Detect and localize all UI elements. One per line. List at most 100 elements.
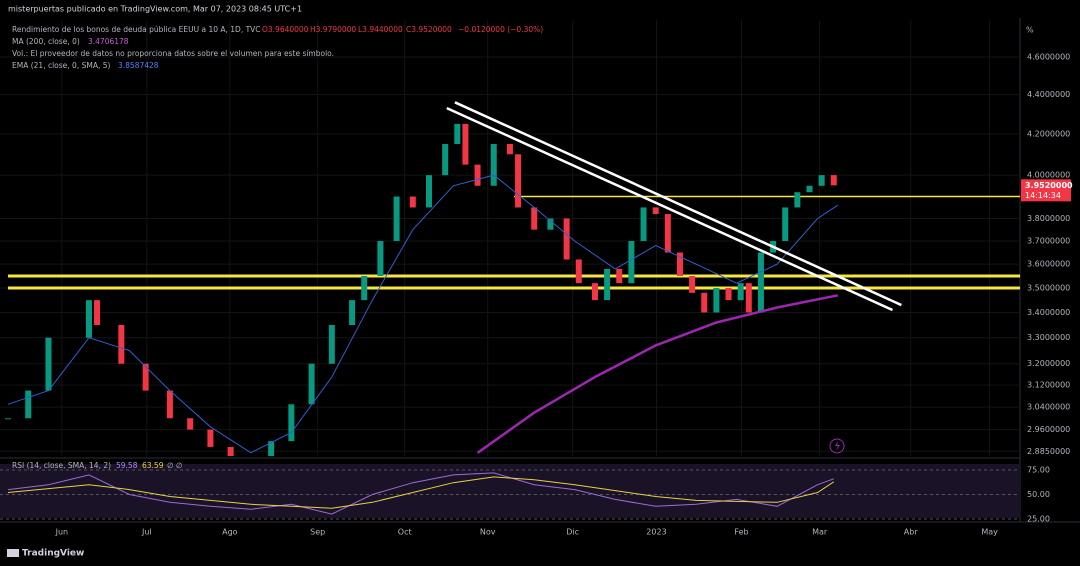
axis-unit: % — [1026, 26, 1034, 35]
candle — [308, 363, 315, 405]
candle — [118, 325, 125, 364]
candle — [794, 192, 801, 208]
rsi-band — [0, 464, 1020, 518]
y-tick-label: 3.7000000 — [1027, 237, 1070, 246]
rsi-tick-label: 75.00 — [1027, 466, 1050, 475]
candle — [490, 144, 497, 186]
rsi-line — [7, 472, 834, 515]
x-tick-label: Jul — [141, 528, 152, 537]
ma-label: MA (200, close, 0) — [12, 37, 80, 46]
main-pane — [0, 20, 1020, 456]
x-tick-label: Nov — [480, 528, 496, 537]
x-tick-label: Feb — [734, 528, 748, 537]
candle — [640, 207, 647, 242]
candle — [506, 144, 513, 155]
rsi-tick-label: 50.00 — [1027, 490, 1050, 499]
candle — [349, 300, 356, 326]
candle — [515, 154, 522, 208]
last-price: 3.9520000 — [1025, 181, 1073, 190]
candle — [591, 283, 598, 301]
candle — [425, 175, 432, 208]
indicator-line — [476, 294, 839, 454]
indicator-line — [7, 174, 839, 454]
candle — [701, 292, 708, 313]
x-tick-label: Jun — [55, 528, 69, 537]
candle — [689, 276, 696, 293]
legend-close: C3.9520000 — [406, 25, 452, 34]
x-tick-label: Sep — [310, 528, 325, 537]
candle — [474, 164, 481, 186]
legend-change: −0.0120000 (−0.30%) — [458, 25, 543, 34]
candle — [531, 207, 538, 230]
x-tick-label: Abr — [904, 528, 919, 537]
footer-brand: TradingView — [22, 549, 84, 559]
candle — [830, 175, 837, 186]
candle — [818, 175, 825, 186]
x-tick-label: Mar — [812, 528, 828, 537]
header-title: misterpuertas publicado en TradingView.c… — [8, 5, 302, 14]
candle — [737, 283, 744, 301]
y-tick-label: 4.4000000 — [1027, 90, 1070, 99]
y-tick-label: 4.6000000 — [1027, 53, 1070, 62]
candle — [25, 390, 32, 419]
y-tick-label: 4.0000000 — [1027, 171, 1070, 180]
ma-value: 3.4706178 — [88, 37, 129, 46]
legend-low: L3.9440000 — [358, 25, 403, 34]
x-tick-label: Dic — [566, 528, 579, 537]
candle — [187, 418, 194, 430]
rsi-signal-line — [7, 476, 835, 509]
ema-value: 3.8587428 — [118, 61, 159, 70]
candle — [547, 218, 554, 230]
candle — [575, 259, 582, 284]
candle — [207, 429, 214, 447]
rsi-value: 59.58 — [116, 461, 138, 470]
trend-line — [446, 107, 894, 312]
last-price-tag — [1021, 179, 1071, 202]
candle — [454, 123, 461, 145]
y-tick-label: 2.8850000 — [1027, 447, 1070, 456]
rsi-label: RSI (14, close, SMA, 14, 2) — [12, 461, 111, 470]
y-tick-label: 3.6000000 — [1027, 260, 1070, 269]
y-tick-label: 3.2000000 — [1027, 359, 1070, 368]
candle — [563, 218, 570, 260]
x-tick-label: 2023 — [646, 528, 666, 537]
candle — [604, 268, 611, 301]
x-tick-label: Oct — [398, 528, 412, 537]
candle — [442, 144, 449, 176]
candle — [328, 325, 335, 364]
countdown: 14:14:34 — [1025, 191, 1061, 200]
candle — [757, 252, 764, 313]
alert-icon[interactable] — [829, 438, 845, 454]
ema-label: EMA (21, close, 0, SMA, 5) — [12, 61, 110, 70]
candle — [806, 185, 813, 193]
y-tick-label: 3.5000000 — [1027, 283, 1070, 292]
candle — [745, 283, 752, 313]
candle — [462, 123, 469, 165]
candle — [85, 300, 92, 338]
candle — [227, 446, 234, 456]
candle — [782, 207, 789, 242]
candle — [628, 241, 635, 284]
candle — [288, 404, 295, 442]
candle — [616, 268, 623, 284]
candle — [393, 196, 400, 242]
candle — [5, 418, 11, 420]
y-tick-label: 3.0400000 — [1027, 403, 1070, 412]
rsi-pane — [0, 469, 1020, 520]
y-tick-label: 2.9600000 — [1027, 425, 1070, 434]
axes: 4.6000000 4.4000000 4.2000000 4.0000000 3.80… — [55, 53, 1073, 537]
y-tick-label: 4.2000000 — [1027, 129, 1070, 138]
candle — [725, 287, 732, 301]
candle — [713, 287, 720, 313]
legend-open: O3.9640000 — [262, 25, 309, 34]
legend: Rendimiento de los bonos de deuda públic… — [12, 25, 543, 470]
rsi-extra: ∅ ∅ — [167, 461, 182, 470]
y-tick-label: 3.1200000 — [1027, 381, 1070, 390]
candle — [45, 337, 52, 391]
candle — [377, 241, 384, 277]
rsi-ma-value: 63.59 — [142, 461, 164, 470]
vol-note: Vol.: El proveedor de datos no proporcio… — [12, 49, 334, 58]
tv-logo — [7, 549, 19, 557]
candle — [94, 300, 101, 326]
